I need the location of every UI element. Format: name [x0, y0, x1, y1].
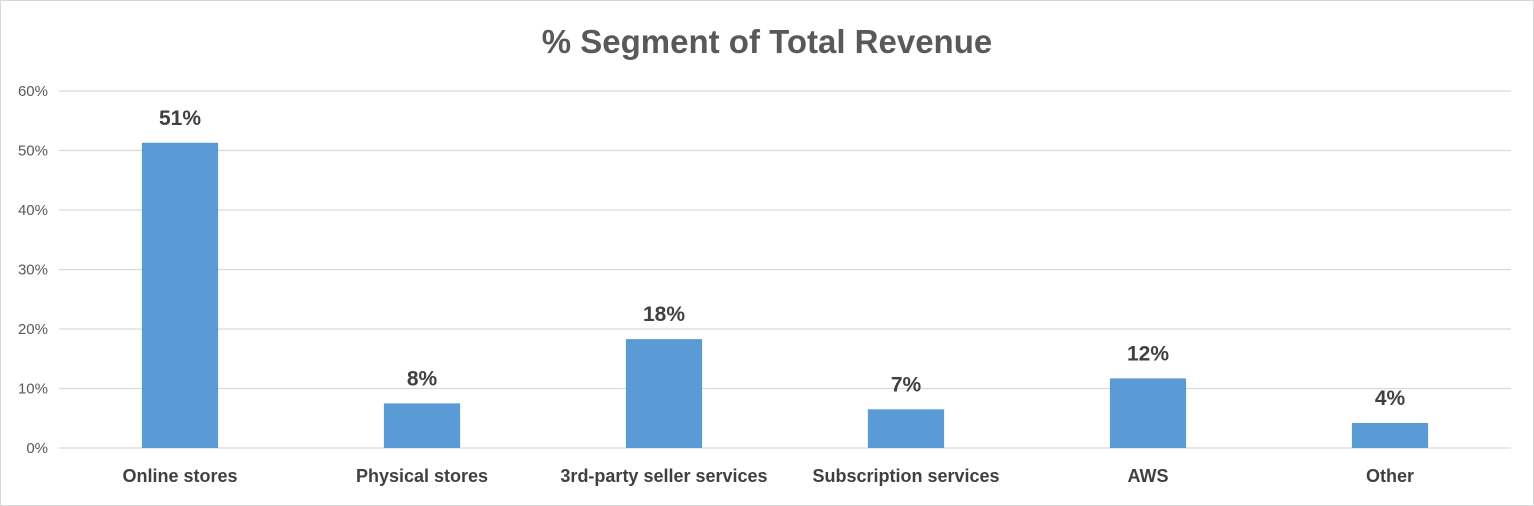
x-tick-label: Online stores	[122, 466, 237, 486]
data-label: 18%	[643, 303, 685, 326]
data-label: 7%	[891, 373, 922, 396]
bar	[1109, 378, 1187, 448]
bars	[141, 142, 1429, 448]
x-tick-label: Other	[1366, 466, 1414, 486]
gridlines	[59, 90, 1511, 449]
x-tick-label: Subscription services	[812, 466, 999, 486]
y-axis-ticks: 0% 10% 20% 30% 40% 50% 60%	[18, 83, 48, 457]
y-tick-label: 30%	[18, 262, 48, 279]
data-labels: 51% 8% 18% 7% 12% 4%	[159, 107, 1406, 410]
data-label: 4%	[1375, 387, 1406, 410]
x-axis-ticks: Online stores Physical stores 3rd-party se…	[122, 466, 1414, 486]
x-tick-label: 3rd-party seller services	[560, 466, 767, 486]
x-tick-label: AWS	[1127, 466, 1168, 486]
data-label: 51%	[159, 107, 201, 130]
bar	[383, 403, 461, 448]
y-tick-label: 40%	[18, 202, 48, 219]
bar	[867, 409, 945, 448]
data-label: 12%	[1127, 342, 1169, 365]
bar	[625, 339, 703, 448]
bar	[1351, 423, 1429, 448]
chart-title: % Segment of Total Revenue	[542, 23, 992, 60]
bar	[141, 142, 219, 448]
y-tick-label: 60%	[18, 83, 48, 100]
y-tick-label: 20%	[18, 321, 48, 338]
y-tick-label: 0%	[26, 440, 48, 457]
x-tick-label: Physical stores	[356, 466, 488, 486]
y-tick-label: 10%	[18, 381, 48, 398]
y-tick-label: 50%	[18, 143, 48, 160]
data-label: 8%	[407, 367, 438, 390]
